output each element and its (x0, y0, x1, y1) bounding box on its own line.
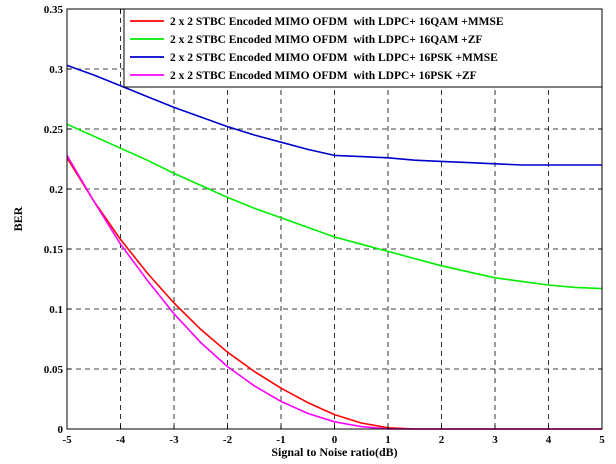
y-tick-label: 0.35 (44, 4, 64, 16)
x-tick-label: -2 (223, 434, 233, 446)
y-tick-label: 0.15 (44, 244, 64, 256)
y-tick-label: 0.2 (49, 184, 63, 196)
x-tick-label: 3 (492, 434, 498, 446)
y-tick-label: 0.25 (44, 124, 64, 136)
y-axis-label: BER (11, 206, 25, 231)
x-tick-label: -5 (62, 434, 72, 446)
x-tick-label: 4 (546, 434, 552, 446)
x-tick-label: -4 (116, 434, 126, 446)
y-tick-label: 0.1 (49, 304, 63, 316)
legend-label: 2 x 2 STBC Encoded MIMO OFDM with LDPC+ … (170, 34, 482, 46)
legend-label: 2 x 2 STBC Encoded MIMO OFDM with LDPC+ … (170, 16, 504, 28)
legend: 2 x 2 STBC Encoded MIMO OFDM with LDPC+ … (124, 9, 602, 87)
x-tick-label: -3 (169, 434, 179, 446)
x-tick-label: 2 (439, 434, 445, 446)
x-tick-label: 5 (599, 434, 605, 446)
y-tick-label: 0.05 (44, 364, 64, 376)
y-tick-label: 0 (58, 424, 64, 436)
x-axis-label: Signal to Noise ratio(dB) (271, 445, 397, 459)
legend-label: 2 x 2 STBC Encoded MIMO OFDM with LDPC+ … (170, 70, 477, 82)
legend-label: 2 x 2 STBC Encoded MIMO OFDM with LDPC+ … (170, 52, 498, 64)
y-tick-label: 0.3 (49, 64, 63, 76)
